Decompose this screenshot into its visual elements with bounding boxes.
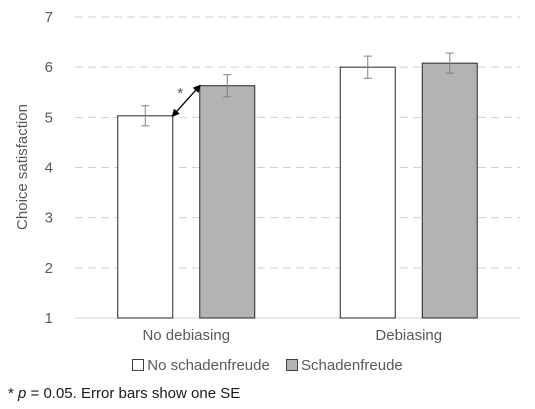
significance-star: * bbox=[177, 85, 183, 102]
y-tick-label: 5 bbox=[45, 109, 53, 126]
bar bbox=[339, 66, 396, 319]
bar bbox=[199, 85, 256, 319]
footnote-text: = 0.05. Error bars show one SE bbox=[26, 385, 241, 402]
legend-swatch-no-schadenfreude bbox=[132, 359, 145, 371]
y-tick-label: 7 bbox=[45, 9, 53, 26]
significance-arrow bbox=[171, 84, 201, 117]
footnote-star: * bbox=[8, 385, 19, 402]
legend: No schadenfreude Schadenfreude bbox=[0, 357, 535, 374]
footnote: * p = 0.05. Error bars show one SE bbox=[8, 385, 240, 402]
x-tick-label: Debiasing bbox=[375, 327, 442, 344]
legend-swatch-schadenfreude bbox=[286, 359, 298, 371]
legend-item-no-schadenfreude: No schadenfreude bbox=[132, 357, 270, 374]
y-tick-label: 1 bbox=[45, 310, 53, 327]
bar bbox=[117, 115, 174, 319]
y-tick-label: 2 bbox=[45, 260, 53, 277]
footnote-p: p bbox=[18, 385, 27, 402]
y-tick-label: 4 bbox=[45, 160, 53, 177]
y-tick-label: 6 bbox=[45, 59, 53, 76]
legend-item-schadenfreude: Schadenfreude bbox=[286, 357, 403, 374]
y-tick-label: 3 bbox=[45, 210, 53, 227]
y-axis-title: Choice satisfaction bbox=[14, 104, 31, 230]
bar bbox=[421, 62, 478, 319]
legend-label-schadenfreude: Schadenfreude bbox=[301, 357, 403, 374]
legend-label-no-schadenfreude: No schadenfreude bbox=[147, 357, 270, 374]
x-tick-label: No debiasing bbox=[142, 327, 230, 344]
